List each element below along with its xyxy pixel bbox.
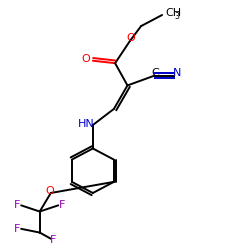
Text: CH: CH xyxy=(166,8,182,18)
Text: HN: HN xyxy=(78,119,94,129)
Text: F: F xyxy=(14,200,21,210)
Text: O: O xyxy=(126,34,135,43)
Text: O: O xyxy=(81,54,90,64)
Text: C: C xyxy=(151,68,159,78)
Text: N: N xyxy=(173,68,182,78)
Text: O: O xyxy=(45,186,54,196)
Text: F: F xyxy=(50,235,56,245)
Text: 3: 3 xyxy=(174,12,179,21)
Text: F: F xyxy=(59,200,65,210)
Text: F: F xyxy=(14,224,21,234)
